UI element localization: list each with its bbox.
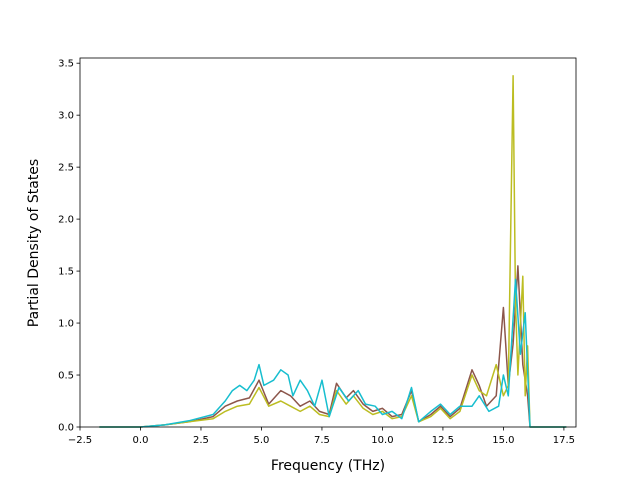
x-tick-label: 10.0 [371, 435, 393, 446]
y-tick-label: 0.5 [58, 371, 74, 382]
y-tick-label: 1.0 [58, 319, 74, 330]
x-axis-ticks: −2.5 0.0 2.5 5.0 7.5 10.0 12.5 15.0 17.5 [68, 427, 575, 446]
y-tick-label: 2.0 [58, 215, 74, 226]
x-tick-label: 17.5 [553, 435, 575, 446]
x-tick-label: 5.0 [254, 435, 270, 446]
x-axis-label: Frequency (THz) [271, 458, 385, 474]
series-line-3 [99, 278, 567, 428]
axes-frame [79, 57, 577, 428]
y-axis-ticks: 0.0 0.5 1.0 1.5 2.0 2.5 3.0 3.5 [58, 59, 80, 434]
x-tick-label: −2.5 [68, 435, 92, 446]
x-tick-label: 7.5 [314, 435, 330, 446]
series-line-2 [99, 74, 567, 428]
y-tick-label: 3.0 [58, 111, 74, 122]
series-layer [99, 74, 567, 428]
y-tick-label: 0.0 [58, 423, 74, 434]
x-tick-label: 12.5 [432, 435, 454, 446]
y-tick-label: 1.5 [58, 267, 74, 278]
y-tick-label: 3.5 [58, 59, 74, 70]
x-tick-label: 15.0 [492, 435, 514, 446]
y-axis-label: Partial Density of States [26, 159, 42, 327]
x-tick-label: 0.0 [133, 435, 149, 446]
x-tick-label: 2.5 [193, 435, 209, 446]
y-tick-label: 2.5 [58, 163, 74, 174]
